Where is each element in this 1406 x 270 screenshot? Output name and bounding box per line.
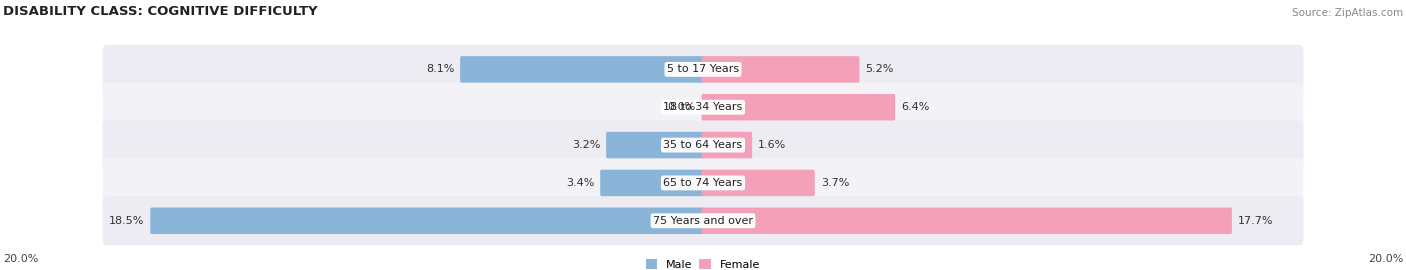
FancyBboxPatch shape — [702, 94, 896, 120]
FancyBboxPatch shape — [702, 132, 752, 158]
FancyBboxPatch shape — [702, 170, 814, 196]
Text: 3.4%: 3.4% — [565, 178, 595, 188]
Text: 65 to 74 Years: 65 to 74 Years — [664, 178, 742, 188]
Text: DISABILITY CLASS: COGNITIVE DIFFICULTY: DISABILITY CLASS: COGNITIVE DIFFICULTY — [3, 5, 318, 18]
Text: 20.0%: 20.0% — [3, 254, 38, 264]
Text: Source: ZipAtlas.com: Source: ZipAtlas.com — [1292, 8, 1403, 18]
Text: 75 Years and over: 75 Years and over — [652, 216, 754, 226]
Text: 18.5%: 18.5% — [108, 216, 145, 226]
Text: 18 to 34 Years: 18 to 34 Years — [664, 102, 742, 112]
FancyBboxPatch shape — [103, 158, 1303, 208]
FancyBboxPatch shape — [606, 132, 704, 158]
FancyBboxPatch shape — [103, 120, 1303, 170]
Text: 5.2%: 5.2% — [865, 65, 894, 75]
Text: 17.7%: 17.7% — [1237, 216, 1274, 226]
FancyBboxPatch shape — [103, 83, 1303, 132]
Text: 0.0%: 0.0% — [668, 102, 696, 112]
Text: 3.2%: 3.2% — [572, 140, 600, 150]
FancyBboxPatch shape — [600, 170, 704, 196]
Text: 35 to 64 Years: 35 to 64 Years — [664, 140, 742, 150]
Text: 6.4%: 6.4% — [901, 102, 929, 112]
Text: 3.7%: 3.7% — [821, 178, 849, 188]
Text: 20.0%: 20.0% — [1368, 254, 1403, 264]
FancyBboxPatch shape — [103, 196, 1303, 245]
FancyBboxPatch shape — [460, 56, 704, 83]
FancyBboxPatch shape — [702, 208, 1232, 234]
FancyBboxPatch shape — [150, 208, 704, 234]
Legend: Male, Female: Male, Female — [647, 259, 759, 270]
FancyBboxPatch shape — [103, 45, 1303, 94]
Text: 8.1%: 8.1% — [426, 65, 454, 75]
Text: 1.6%: 1.6% — [758, 140, 786, 150]
FancyBboxPatch shape — [702, 56, 859, 83]
Text: 5 to 17 Years: 5 to 17 Years — [666, 65, 740, 75]
